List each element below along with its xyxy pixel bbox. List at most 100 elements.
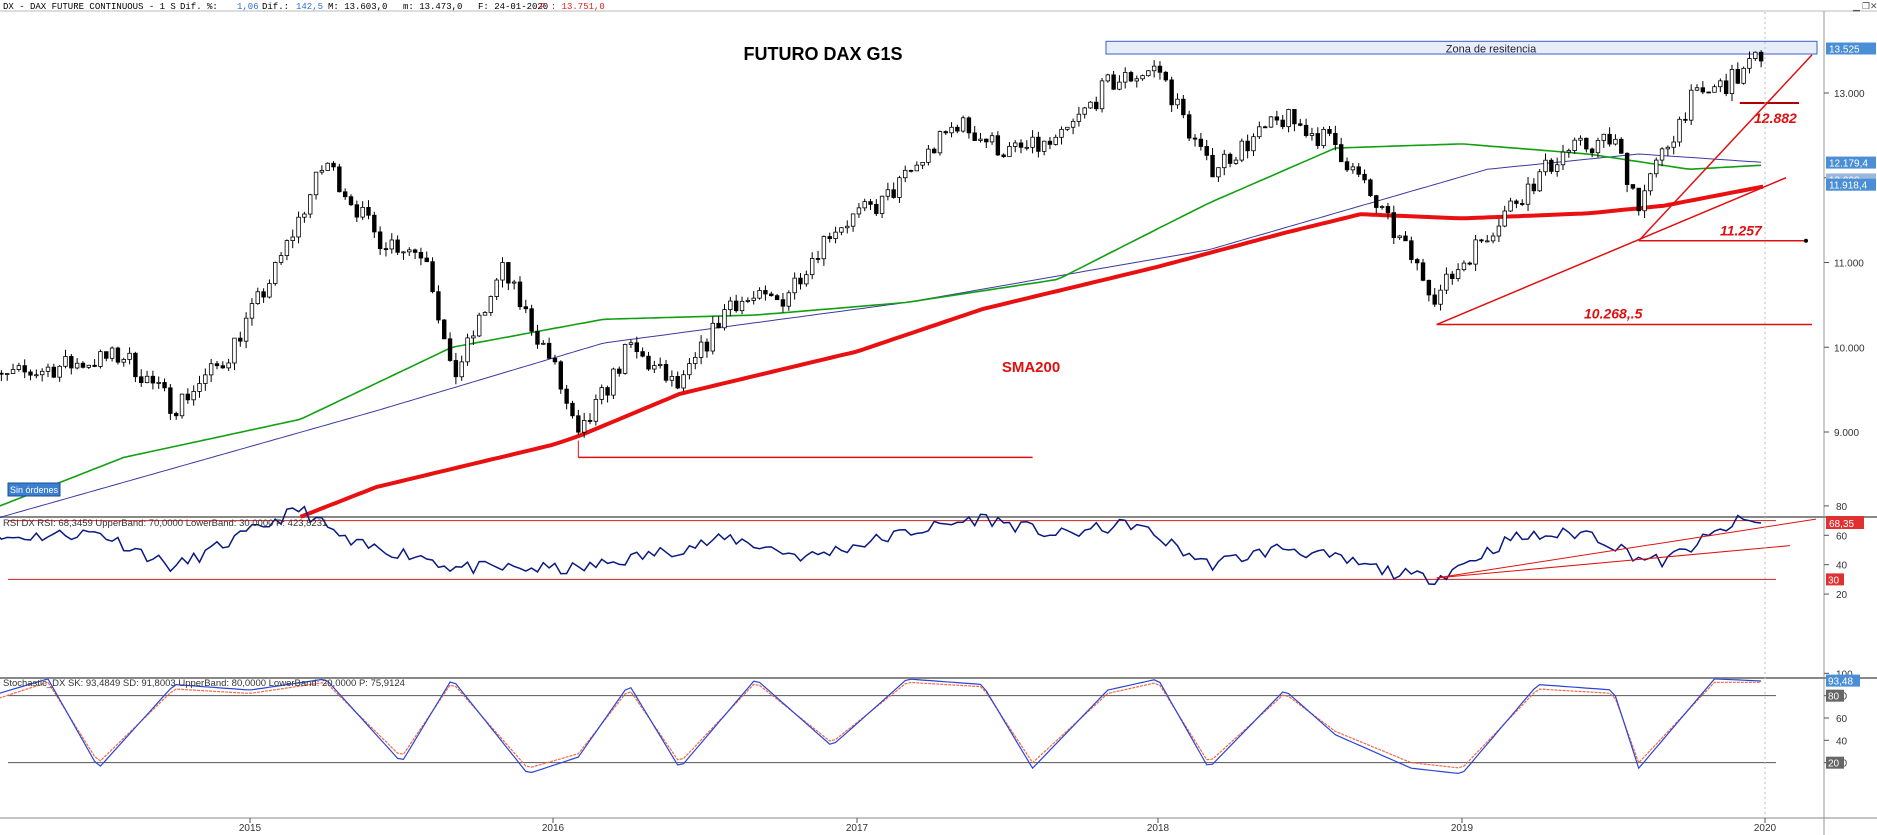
candle bbox=[687, 363, 692, 376]
candle bbox=[500, 262, 505, 281]
candle bbox=[657, 363, 663, 366]
candle bbox=[681, 374, 686, 389]
candle bbox=[995, 135, 1001, 156]
stoch-tag bbox=[1826, 756, 1844, 769]
header-min: m: 13.473,0 bbox=[403, 2, 462, 12]
candle bbox=[972, 132, 977, 141]
candle bbox=[1385, 206, 1391, 214]
candle bbox=[1262, 126, 1268, 129]
candle bbox=[63, 356, 68, 367]
candle bbox=[139, 376, 144, 384]
candle bbox=[1146, 70, 1151, 77]
candle bbox=[1059, 128, 1064, 138]
candle bbox=[1157, 65, 1163, 73]
candle bbox=[1473, 239, 1478, 265]
candle bbox=[1444, 273, 1449, 291]
candle bbox=[1467, 262, 1472, 265]
stoch-tag-label: 93,48 bbox=[1828, 677, 1853, 688]
candle bbox=[605, 387, 610, 396]
candle bbox=[1134, 78, 1139, 82]
candle bbox=[1298, 123, 1303, 126]
candle bbox=[168, 387, 173, 414]
candle bbox=[1566, 150, 1572, 153]
minimize-icon[interactable]: ▁ bbox=[1852, 2, 1861, 12]
candle bbox=[617, 368, 622, 374]
candle bbox=[745, 299, 751, 302]
price-tag-label: 13.525 bbox=[1829, 45, 1860, 56]
candle bbox=[926, 148, 931, 163]
rsi-pane[interactable]: 80 60 40 20 68,35 30 bbox=[0, 502, 1864, 601]
candle bbox=[1619, 138, 1624, 154]
candle bbox=[541, 342, 546, 345]
candle bbox=[1239, 140, 1244, 161]
candle bbox=[634, 342, 639, 353]
candle bbox=[1642, 190, 1647, 212]
candle bbox=[342, 191, 348, 198]
candle bbox=[1409, 240, 1414, 260]
candle bbox=[1198, 138, 1204, 147]
candle bbox=[1718, 80, 1723, 88]
candle bbox=[1122, 72, 1128, 83]
candle bbox=[1613, 138, 1618, 145]
candle bbox=[1525, 183, 1531, 205]
candle bbox=[698, 341, 704, 358]
window-controls[interactable]: ▁ ❐ ✕ bbox=[1852, 2, 1877, 12]
candle bbox=[757, 290, 762, 299]
candle bbox=[389, 239, 394, 250]
header-dif-pct-label: Dif. %: bbox=[180, 2, 218, 12]
candle bbox=[144, 375, 150, 384]
candle bbox=[1379, 206, 1385, 208]
candle bbox=[424, 257, 429, 263]
candle bbox=[28, 371, 33, 376]
candle bbox=[885, 189, 891, 197]
candle bbox=[1356, 166, 1361, 175]
header-date: F: 24-01-2020 bbox=[478, 2, 548, 12]
candle bbox=[523, 306, 529, 310]
time-axis: 2015 2016 2017 2018 2019 2020 bbox=[239, 12, 1777, 834]
candle bbox=[401, 251, 406, 254]
candle bbox=[1578, 137, 1583, 141]
candle bbox=[203, 374, 208, 384]
rsi-y-tick-label: 40 bbox=[1836, 561, 1848, 572]
candle bbox=[1496, 225, 1502, 237]
restore-icon[interactable]: ❐ bbox=[1862, 2, 1870, 12]
candle bbox=[1455, 269, 1461, 279]
candle bbox=[1520, 203, 1525, 205]
candle bbox=[1321, 128, 1326, 147]
candle bbox=[1584, 137, 1589, 150]
candle bbox=[833, 231, 838, 239]
sma200-label: SMA200 bbox=[1002, 359, 1060, 376]
candle bbox=[1688, 89, 1694, 121]
candle bbox=[1549, 159, 1554, 172]
candle bbox=[337, 166, 342, 193]
trendline-short bbox=[1638, 54, 1813, 242]
candle bbox=[1169, 79, 1174, 106]
candle bbox=[1706, 91, 1711, 94]
no-orders-button[interactable]: Sin órdenes bbox=[7, 482, 61, 497]
candle bbox=[1665, 146, 1671, 150]
candle bbox=[296, 216, 301, 238]
candle bbox=[1753, 51, 1758, 59]
rsi-line bbox=[0, 505, 1762, 586]
candle bbox=[436, 291, 441, 321]
candle bbox=[1648, 173, 1653, 192]
candle bbox=[1257, 126, 1262, 138]
candle bbox=[243, 317, 249, 342]
candle bbox=[418, 251, 424, 259]
candle bbox=[1163, 71, 1168, 81]
candle bbox=[663, 363, 669, 381]
stochastic-pane-title: Stochastic_DX SK: 93,4849 SD: 91,8003 Up… bbox=[3, 678, 405, 689]
candle bbox=[908, 169, 914, 172]
candle bbox=[1344, 161, 1350, 171]
sma-green-line bbox=[0, 143, 1762, 507]
candle bbox=[377, 231, 383, 249]
candle bbox=[92, 364, 97, 367]
candle bbox=[226, 362, 231, 369]
candle bbox=[162, 382, 167, 389]
close-icon[interactable]: ✕ bbox=[1870, 2, 1877, 12]
candle bbox=[86, 364, 91, 368]
stoch-tag bbox=[1826, 689, 1844, 702]
